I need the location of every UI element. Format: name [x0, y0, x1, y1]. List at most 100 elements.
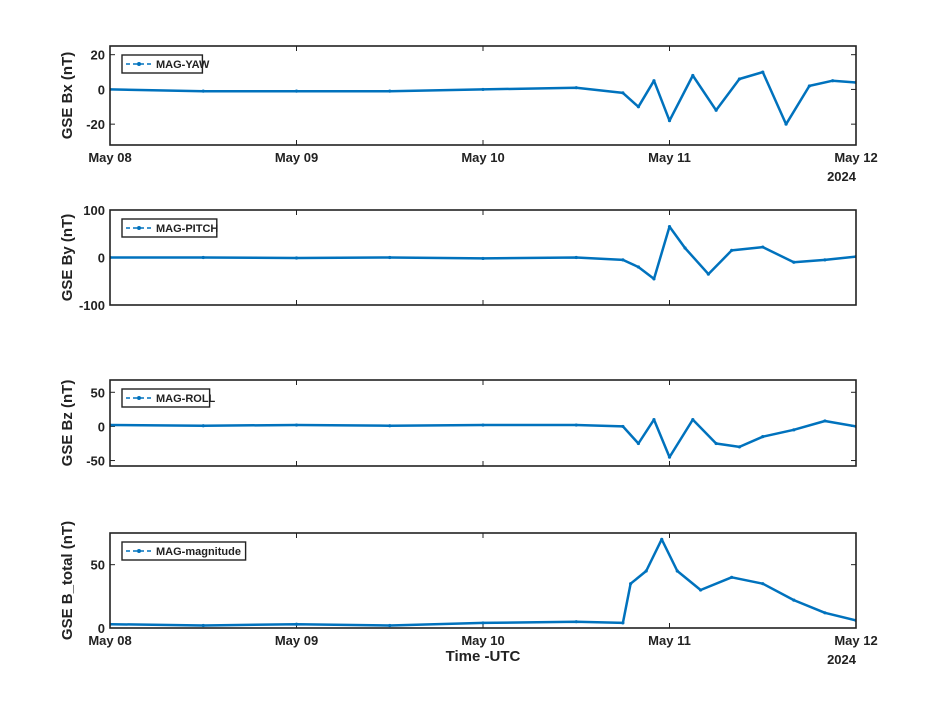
axes-box — [109, 379, 857, 467]
data-point — [294, 89, 299, 93]
data-point — [574, 255, 578, 260]
data-point — [652, 277, 656, 281]
data-point — [388, 623, 392, 628]
legend-marker — [137, 62, 141, 66]
legend-marker — [137, 396, 141, 400]
year-label: 2024 — [827, 169, 857, 184]
data-point — [621, 258, 625, 262]
data-point — [761, 70, 765, 74]
y-tick-label: -50 — [86, 454, 105, 469]
y-axis-label: GSE Bz (nT) — [59, 380, 76, 467]
legend-box — [121, 218, 218, 238]
y-axis-label: GSE B_total (nT) — [59, 521, 76, 640]
data-point — [574, 620, 578, 624]
x-tick-label: May 09 — [275, 150, 318, 165]
data-point — [388, 424, 392, 428]
legend-marker — [137, 226, 141, 230]
data-point — [761, 435, 765, 439]
data-point — [652, 417, 656, 422]
data-point — [784, 122, 788, 126]
data-point — [481, 621, 485, 625]
axes-box — [109, 209, 857, 306]
legend: MAG-PITCH — [121, 218, 218, 238]
y-tick-label: 50 — [91, 385, 105, 400]
data-point — [388, 255, 392, 260]
legend-box — [121, 541, 247, 561]
y-tick-label: 0 — [98, 621, 105, 636]
x-tick-label: May 11 — [648, 150, 691, 165]
y-axis-label: GSE By (nT) — [59, 214, 76, 302]
data-point — [823, 611, 827, 615]
year-label: 2024 — [827, 652, 857, 667]
data-point — [294, 622, 299, 626]
data-point — [667, 225, 672, 229]
legend-box — [121, 388, 211, 408]
y-tick-label: 0 — [98, 251, 105, 266]
data-point — [714, 108, 718, 112]
legend-label: MAG-ROLL — [156, 393, 216, 405]
data-point — [667, 455, 672, 459]
data-point — [574, 423, 578, 427]
legend-label: MAG-PITCH — [156, 223, 218, 235]
series-line-mag-yaw — [110, 70, 856, 126]
data-point — [761, 582, 765, 586]
data-point — [714, 441, 718, 446]
data-point — [201, 623, 205, 628]
x-tick-label: May 12 — [834, 150, 877, 165]
y-tick-label: 20 — [91, 48, 105, 63]
data-point — [636, 105, 641, 109]
panel-4: May 08 May 09 May 10 May 11 May 12 0 50 MAG-mag… — [59, 521, 878, 667]
data-point — [201, 424, 205, 428]
legend-box — [121, 54, 204, 74]
data-point — [644, 569, 648, 573]
data-point — [683, 246, 687, 250]
data-point — [388, 89, 392, 93]
x-tick-label: May 10 — [461, 633, 504, 648]
y-tick-label: 0 — [98, 82, 105, 97]
data-point — [675, 569, 679, 573]
data-point — [737, 445, 742, 449]
y-tick-label: 100 — [83, 203, 105, 218]
data-point — [691, 73, 695, 78]
data-point — [481, 256, 485, 261]
legend: MAG-YAW — [121, 54, 210, 74]
x-tick-label: May 12 — [834, 633, 877, 648]
data-point — [823, 419, 827, 423]
data-point — [667, 119, 672, 123]
data-point — [294, 423, 299, 427]
panel-1: May 08 May 09 May 10 May 11 May 12 -20 0 20 MAG-… — [59, 45, 878, 184]
x-axis-label: Time -UTC — [446, 648, 521, 665]
data-point — [730, 575, 734, 579]
legend-label: MAG-YAW — [156, 59, 210, 71]
data-point — [823, 258, 827, 262]
data-point — [481, 87, 485, 92]
data-point — [636, 441, 641, 446]
axes-box — [109, 532, 857, 629]
data-point — [201, 255, 205, 260]
data-point — [629, 582, 633, 586]
data-point — [294, 256, 299, 260]
legend-marker — [137, 549, 141, 553]
data-point — [730, 248, 734, 252]
legend-label: MAG-magnitude — [156, 546, 241, 558]
data-point — [621, 424, 625, 429]
data-point — [621, 91, 625, 95]
data-point — [792, 428, 796, 432]
y-tick-label: -100 — [79, 298, 105, 313]
data-point — [691, 417, 695, 422]
data-point — [636, 265, 641, 269]
data-point — [652, 79, 656, 83]
legend: MAG-magnitude — [121, 541, 247, 561]
data-point — [481, 423, 485, 427]
x-tick-label: May 09 — [275, 633, 318, 648]
data-point — [698, 588, 703, 592]
data-point — [621, 621, 625, 625]
x-tick-label: May 10 — [461, 150, 504, 165]
data-point — [201, 89, 205, 93]
data-point — [574, 86, 578, 90]
x-tick-label: May 08 — [88, 633, 131, 648]
data-point — [660, 537, 664, 541]
x-tick-label: May 11 — [648, 633, 691, 648]
data-point — [831, 79, 835, 83]
